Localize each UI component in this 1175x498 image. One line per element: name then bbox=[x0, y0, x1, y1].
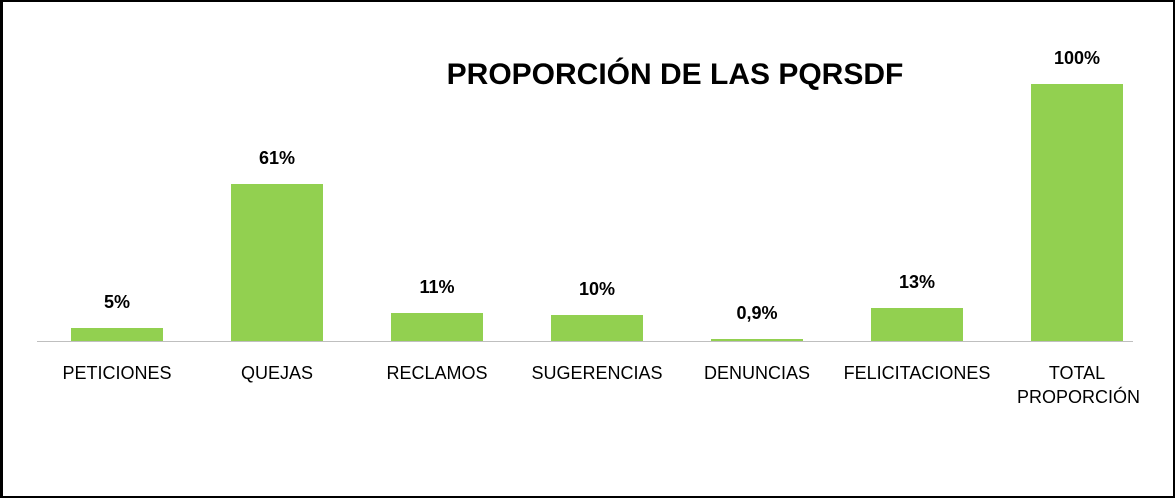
data-label: 13% bbox=[898, 271, 936, 292]
x-tick-label: RECLAMOS bbox=[386, 363, 488, 383]
bar bbox=[711, 338, 803, 341]
axis-line bbox=[37, 341, 1133, 342]
bar bbox=[71, 328, 163, 341]
bar bbox=[551, 315, 643, 341]
bar bbox=[871, 307, 963, 341]
data-label: 0,9% bbox=[736, 302, 778, 323]
data-label: 5% bbox=[103, 292, 130, 313]
data-label: 11% bbox=[419, 276, 455, 297]
x-tick-label: QUEJAS bbox=[240, 363, 314, 383]
bar bbox=[231, 184, 323, 341]
x-tick-label: SUGERENCIAS bbox=[531, 363, 663, 383]
x-tick-label: PETICIONES bbox=[62, 363, 172, 383]
chart-title: PROPORCIÓN DE LAS PQRSDF bbox=[446, 58, 904, 91]
x-tick-label: FELICITACIONES bbox=[843, 363, 991, 383]
x-tick-label: DENUNCIAS bbox=[703, 363, 810, 383]
data-label: 100% bbox=[1053, 48, 1101, 68]
data-label: 61% bbox=[258, 148, 296, 169]
bar bbox=[1031, 84, 1123, 341]
bar bbox=[391, 312, 483, 341]
x-tick-label: TOTAL PROPORCIÓN bbox=[1017, 363, 1141, 407]
data-label: 10% bbox=[578, 279, 616, 300]
